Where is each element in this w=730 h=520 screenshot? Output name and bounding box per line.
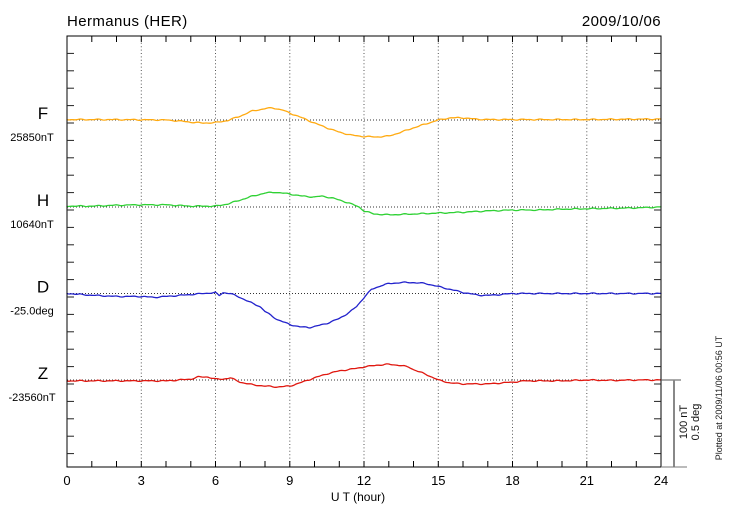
trace-Z: [66, 363, 662, 388]
series-letter-D: D: [37, 278, 49, 297]
scalebar-label-nt: 100 nT: [678, 405, 690, 440]
series-letter-F: F: [38, 104, 48, 123]
frame-layer: [66, 35, 687, 468]
x-tick-label-15: 15: [431, 473, 445, 488]
series-baseline-Z: -23560nT: [8, 392, 55, 404]
trace-layer: [66, 106, 662, 388]
x-axis-label: U T (hour): [331, 490, 385, 504]
label-layer: 0 3 6 9 12 15 18 21 24 F 25850nT H 10640nT D -25.0deg Z…: [8, 104, 668, 488]
plotted-at-note: Plotted at 2009/11/06 00:56 UT: [714, 335, 724, 460]
series-baseline-H: 10640nT: [10, 219, 54, 231]
plot-title: Hermanus (HER): [67, 13, 188, 30]
x-tick-label-12: 12: [357, 473, 371, 488]
x-tick-label-24: 24: [654, 473, 668, 488]
x-tick-label-0: 0: [63, 473, 70, 488]
grid-layer: [67, 36, 661, 467]
trace-F: [66, 106, 662, 138]
plot-date: 2009/10/06: [582, 13, 661, 30]
trace-H: [66, 191, 662, 216]
x-tick-label-3: 3: [138, 473, 145, 488]
x-tick-label-21: 21: [580, 473, 594, 488]
series-baseline-F: 25850nT: [10, 132, 54, 144]
x-tick-label-6: 6: [212, 473, 219, 488]
x-tick-label-18: 18: [505, 473, 519, 488]
scalebar-label-deg: 0.5 deg: [690, 404, 702, 441]
series-baseline-D: -25.0deg: [10, 306, 53, 318]
x-tick-label-9: 9: [286, 473, 293, 488]
series-letter-H: H: [37, 191, 49, 210]
series-letter-Z: Z: [38, 364, 48, 383]
trace-D: [66, 281, 662, 329]
